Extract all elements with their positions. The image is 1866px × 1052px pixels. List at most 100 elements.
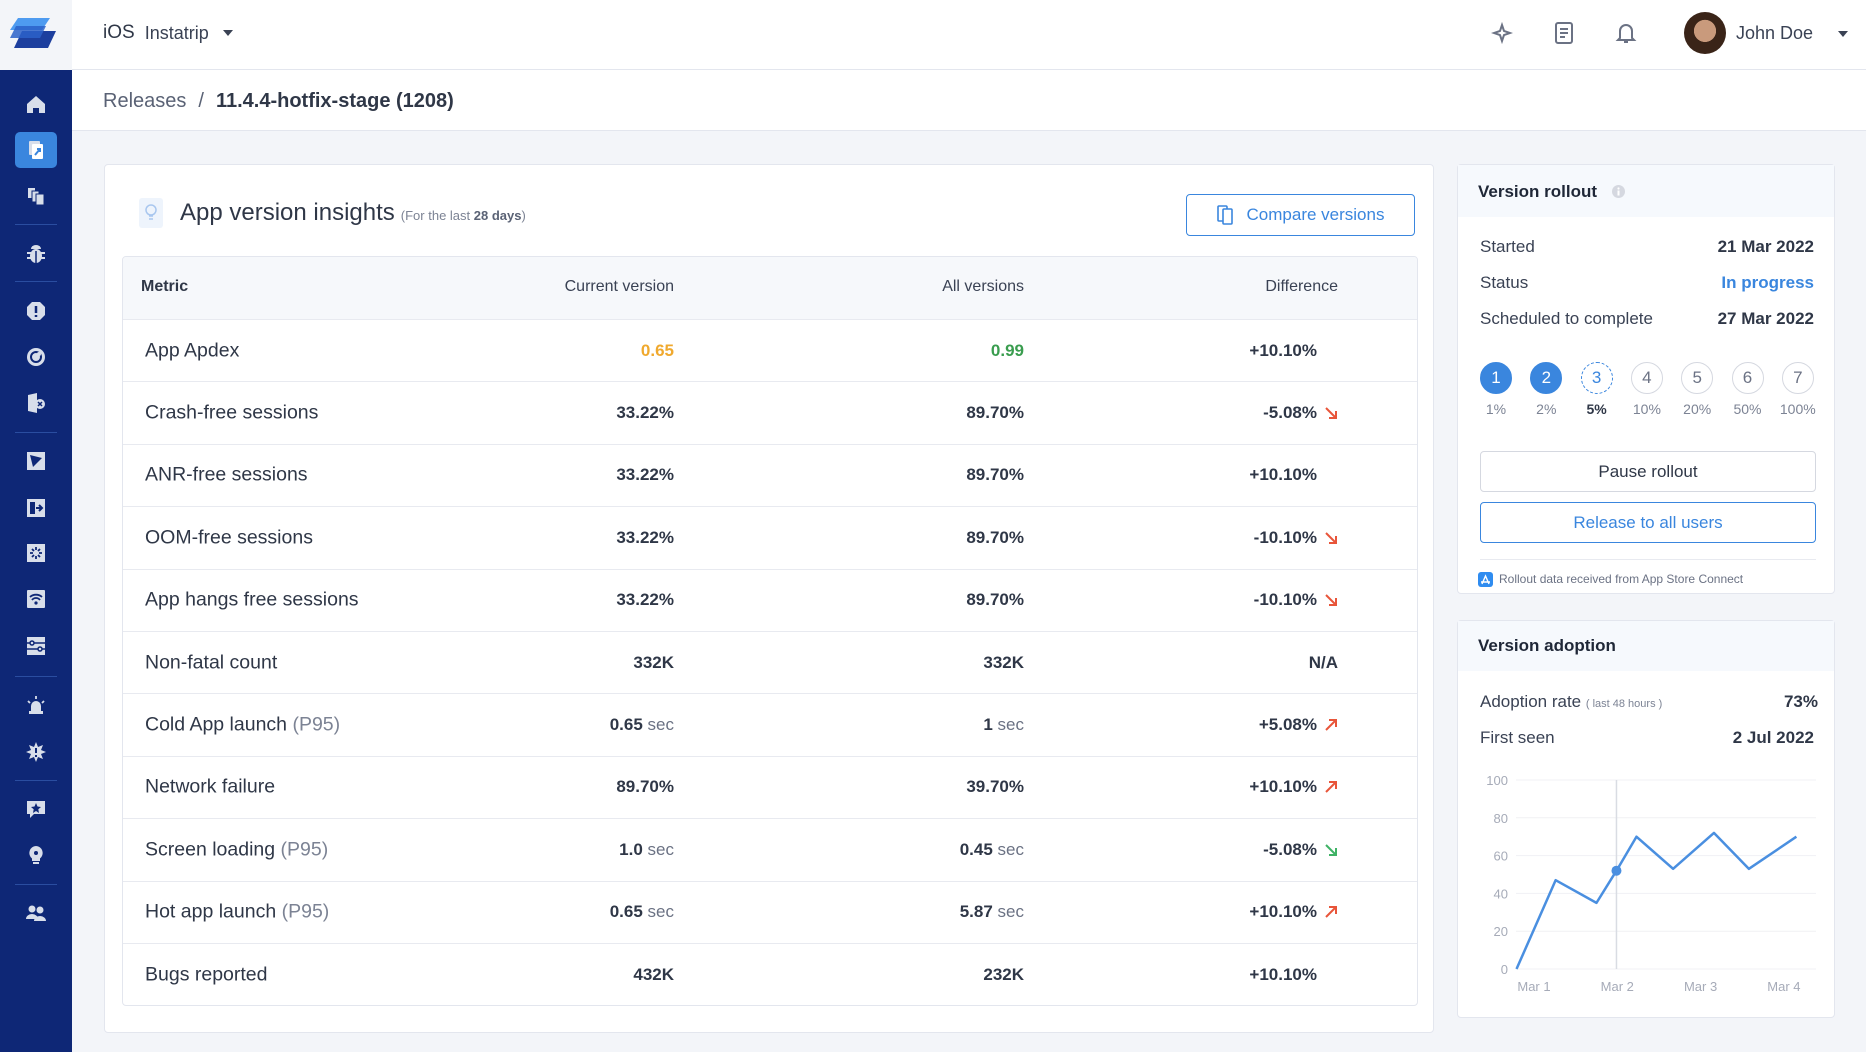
all-versions-value: 232K xyxy=(983,965,1024,985)
rollout-header: Version rollout xyxy=(1458,165,1834,217)
current-value: 0.65 xyxy=(640,340,674,360)
trend-down-arrow-icon xyxy=(1323,842,1339,858)
current-value: 332K xyxy=(633,652,674,672)
metric-name: Crash-free sessions xyxy=(145,402,318,425)
adoption-rate-note: ( last 48 hours ) xyxy=(1585,698,1663,710)
user-menu-chevron-icon[interactable] xyxy=(1838,31,1848,37)
current-version-value: 33.22% xyxy=(616,403,674,423)
all-versions-value: 89.70% xyxy=(966,528,1024,548)
docs-icon[interactable] xyxy=(1555,22,1573,44)
started-label: Started xyxy=(1480,237,1535,256)
sidebar-item-crashes[interactable] xyxy=(15,293,57,329)
current-version-value: 89.70% xyxy=(616,777,674,797)
trend-up-arrow-icon xyxy=(1323,779,1339,795)
all-value: 332K xyxy=(983,652,1024,672)
all-versions-value: 5.87 sec xyxy=(960,902,1024,922)
sidebar-item-versions[interactable] xyxy=(15,178,57,214)
whats-new-icon[interactable] xyxy=(1491,22,1513,44)
metric-label: Hot app launch xyxy=(145,900,277,923)
compare-versions-button[interactable]: Compare versions xyxy=(1186,194,1415,236)
first-seen-row: First seen 2 Jul 2022 xyxy=(1480,728,1814,748)
lightbulb-icon xyxy=(29,846,43,864)
logo[interactable] xyxy=(0,0,72,70)
app-selector[interactable]: Instatrip xyxy=(145,23,233,44)
rollout-step-7[interactable]: 7 xyxy=(1781,362,1814,394)
metric-name: ANR-free sessions xyxy=(145,464,308,487)
subtitle-suffix: ) xyxy=(521,208,526,223)
sidebar-item-screen-loading[interactable] xyxy=(15,490,57,526)
metric-label: Cold App launch xyxy=(145,713,288,736)
wifi-icon xyxy=(27,590,45,608)
adoption-rate-text: Adoption rate xyxy=(1480,692,1582,711)
scheduled-label: Scheduled to complete xyxy=(1480,309,1653,328)
difference-value: +10.10% xyxy=(1249,777,1317,797)
screen-loading-icon xyxy=(27,499,45,517)
all-versions-value: 332K xyxy=(983,653,1024,673)
sidebar-item-surveys[interactable] xyxy=(15,791,57,827)
column-header-difference: Difference xyxy=(1265,278,1338,295)
all-versions-value: 89.70% xyxy=(966,465,1024,485)
sidebar-item-apm[interactable] xyxy=(15,443,57,479)
sidebar-item-feature-requests[interactable] xyxy=(15,837,57,873)
user-name[interactable]: John Doe xyxy=(1736,23,1814,43)
rollout-step-5[interactable]: 5 xyxy=(1681,362,1714,394)
rollout-step-3[interactable]: 3 xyxy=(1580,362,1613,394)
x-tick-label: Mar 4 xyxy=(1767,979,1800,994)
bell-icon[interactable] xyxy=(1615,21,1637,45)
app-version-insights-card: App version insights (For the last 28 da… xyxy=(104,164,1434,1033)
table-row: App hangs free sessions 33.22% 89.70% -10.1… xyxy=(123,568,1417,631)
difference-value: +10.10% xyxy=(1249,902,1317,922)
difference-value: +5.08% xyxy=(1258,715,1317,735)
logo-icon xyxy=(10,18,56,48)
rollout-step-1[interactable]: 1 xyxy=(1480,362,1512,394)
app-store-icon xyxy=(1478,572,1493,587)
sidebar-item-alerts[interactable] xyxy=(15,687,57,723)
table-row: App Apdex 0.65 0.99 +10.10% xyxy=(123,319,1417,381)
difference-value: N/A xyxy=(1308,652,1338,672)
y-tick-label: 20 xyxy=(1494,924,1508,939)
sidebar-item-bugs[interactable] xyxy=(15,236,57,272)
table-row: OOM-free sessions 33.22% 89.70% -10.10% xyxy=(123,506,1417,568)
version-rollout-card: Version rollout Started 21 Mar 2022 Statu… xyxy=(1457,164,1835,594)
all-value: 89.70% xyxy=(966,590,1024,610)
rollout-step-4[interactable]: 4 xyxy=(1630,362,1663,394)
rollout-step-6[interactable]: 6 xyxy=(1731,362,1764,394)
all-unit: sec xyxy=(997,715,1024,735)
rollout-scheduled-row: Scheduled to complete 27 Mar 2022 xyxy=(1480,309,1814,329)
sidebar-item-network[interactable] xyxy=(15,581,57,617)
status-badge: In progress xyxy=(1721,273,1814,292)
rollout-footer-note: Rollout data received from App Store Con… xyxy=(1499,572,1744,586)
sidebar-item-app-hangs[interactable] xyxy=(15,339,57,375)
rollout-status-row: Status In progress xyxy=(1480,273,1814,293)
flows-icon xyxy=(27,637,45,655)
trend-down-arrow-icon xyxy=(1323,530,1339,546)
sidebar-item-flows[interactable] xyxy=(15,628,57,664)
releases-icon xyxy=(29,141,43,159)
sidebar-item-app-health[interactable] xyxy=(15,734,57,770)
adoption-rate-label: Adoption rate ( last 48 hours ) xyxy=(1480,692,1662,712)
rollout-step-percent: 10% xyxy=(1632,401,1661,417)
difference-value: +10.10% xyxy=(1249,340,1317,360)
started-value: 21 Mar 2022 xyxy=(1717,237,1814,256)
sidebar-item-oom[interactable] xyxy=(15,385,57,421)
all-value: 1 xyxy=(983,715,993,735)
sidebar-item-team[interactable] xyxy=(15,895,57,931)
insights-subtitle: (For the last 28 days) xyxy=(401,208,526,223)
sidebar-item-releases[interactable] xyxy=(15,132,57,168)
current-version-value: 1.0 sec xyxy=(619,840,674,860)
breadcrumb-releases-link[interactable]: Releases xyxy=(103,90,187,112)
sidebar-item-app-launch[interactable] xyxy=(15,535,57,571)
sidebar-item-home[interactable] xyxy=(15,86,57,122)
table-row: Bugs reported 432K 232K +10.10% xyxy=(123,943,1417,1005)
chevron-down-icon xyxy=(222,30,233,36)
pause-rollout-button[interactable]: Pause rollout xyxy=(1480,451,1816,492)
compare-devices-icon xyxy=(1216,205,1233,225)
avatar[interactable] xyxy=(1684,12,1726,54)
rollout-title: Version rollout xyxy=(1478,182,1598,201)
versions-icon xyxy=(28,188,45,206)
metric-label: Screen loading xyxy=(145,838,276,861)
info-icon[interactable] xyxy=(1612,185,1625,198)
current-version-value: 432K xyxy=(633,965,674,985)
release-to-all-users-button[interactable]: Release to all users xyxy=(1480,502,1816,543)
rollout-step-2[interactable]: 2 xyxy=(1530,362,1563,394)
